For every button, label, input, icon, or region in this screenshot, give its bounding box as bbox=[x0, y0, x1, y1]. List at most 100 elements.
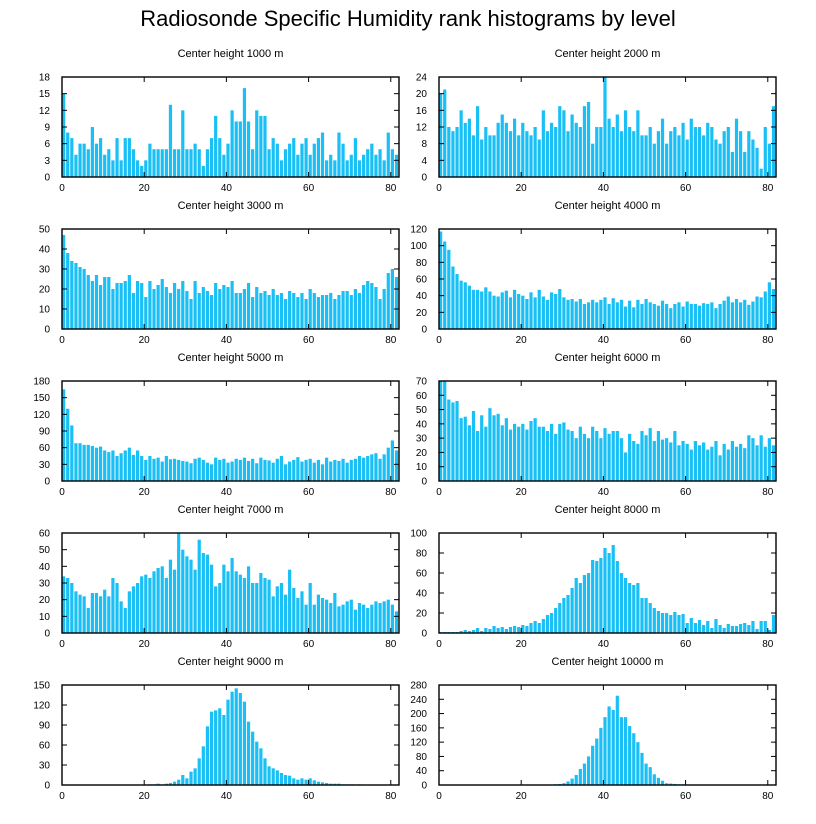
histogram-bar bbox=[386, 273, 390, 329]
histogram-bar bbox=[685, 139, 689, 177]
histogram-bar bbox=[238, 693, 242, 785]
y-tick-label: 0 bbox=[44, 325, 50, 336]
histogram-bar bbox=[484, 426, 488, 481]
histogram-bar bbox=[246, 121, 251, 177]
histogram-bar bbox=[349, 599, 353, 633]
histogram-bar bbox=[304, 779, 308, 785]
histogram-bar bbox=[492, 135, 496, 177]
x-tick-label: 0 bbox=[436, 639, 442, 650]
y-tick-label: 8 bbox=[421, 139, 427, 150]
histogram-bar bbox=[288, 569, 292, 633]
histogram-bar bbox=[677, 302, 681, 329]
histogram-bar bbox=[603, 428, 607, 481]
histogram-bar bbox=[714, 139, 718, 177]
histogram-bar bbox=[706, 621, 710, 633]
panel-title: Center height 1000 m bbox=[178, 48, 284, 60]
y-tick-label: 20 bbox=[416, 89, 428, 100]
histogram-bar bbox=[632, 733, 636, 785]
panel-title: Center height 2000 m bbox=[555, 48, 661, 60]
histogram-bar bbox=[214, 283, 218, 329]
x-tick-label: 40 bbox=[221, 487, 233, 498]
histogram-bar bbox=[164, 149, 168, 177]
y-tick-label: 15 bbox=[39, 89, 51, 100]
histogram-bar bbox=[607, 433, 611, 481]
histogram-bar bbox=[767, 143, 771, 177]
histogram-bar bbox=[451, 266, 455, 329]
histogram-bar bbox=[378, 149, 382, 177]
histogram-bar bbox=[702, 625, 706, 633]
histogram-bar bbox=[366, 456, 370, 481]
histogram-bar bbox=[439, 231, 443, 329]
histogram-bar bbox=[677, 135, 681, 177]
histogram-bar bbox=[156, 568, 160, 633]
histogram-bar bbox=[689, 618, 693, 633]
histogram-bar bbox=[615, 114, 619, 177]
histogram-bar bbox=[459, 631, 463, 633]
histogram-bar bbox=[226, 143, 230, 177]
histogram-bar bbox=[660, 780, 665, 785]
x-tick-label: 60 bbox=[303, 335, 315, 346]
histogram-bar bbox=[628, 300, 632, 329]
histogram-bar bbox=[329, 461, 333, 481]
x-tick-label: 40 bbox=[221, 791, 233, 802]
panel-title: Center height 10000 m bbox=[552, 656, 664, 668]
y-tick-label: 40 bbox=[416, 766, 428, 777]
histogram-bar bbox=[325, 599, 329, 633]
histogram-bar bbox=[349, 459, 353, 481]
histogram-bar bbox=[628, 127, 632, 177]
histogram-bar bbox=[279, 773, 284, 785]
histogram-bar bbox=[279, 456, 284, 481]
histogram-bar bbox=[467, 631, 471, 633]
histogram-bar bbox=[140, 576, 144, 633]
histogram-bar bbox=[111, 289, 115, 329]
y-tick-label: 24 bbox=[416, 73, 428, 84]
panel-frame bbox=[61, 684, 400, 786]
histogram-bar bbox=[644, 435, 648, 481]
x-tick-label: 0 bbox=[59, 335, 65, 346]
histogram-bar bbox=[201, 287, 205, 329]
histogram-bar bbox=[447, 127, 451, 177]
histogram-bar bbox=[619, 438, 624, 481]
y-tick-label: 50 bbox=[39, 545, 51, 556]
histogram-bar bbox=[267, 460, 271, 481]
y-tick-label: 40 bbox=[39, 562, 51, 573]
histogram-bar bbox=[160, 566, 164, 633]
histogram-bar bbox=[508, 131, 513, 177]
histogram-bar bbox=[739, 443, 743, 481]
histogram-bar bbox=[135, 281, 140, 329]
histogram-bar bbox=[652, 774, 656, 785]
histogram-bar bbox=[316, 594, 321, 633]
histogram-bar bbox=[566, 299, 570, 329]
histogram-bar bbox=[259, 115, 263, 177]
histogram-bar bbox=[480, 631, 484, 633]
y-tick-label: 30 bbox=[39, 761, 51, 772]
y-tick-label: 0 bbox=[44, 629, 50, 640]
histogram-bar bbox=[771, 289, 776, 329]
histogram-bar bbox=[554, 433, 558, 481]
histogram-bar bbox=[702, 303, 706, 329]
histogram-bar bbox=[345, 160, 349, 177]
histogram-bar bbox=[619, 717, 624, 785]
histogram-bar bbox=[586, 756, 591, 785]
histogram-bar bbox=[148, 143, 152, 177]
histogram-bar bbox=[185, 149, 189, 177]
histogram-bar bbox=[508, 297, 513, 329]
y-tick-label: 0 bbox=[421, 173, 427, 184]
histogram-bar bbox=[320, 132, 325, 177]
y-tick-label: 160 bbox=[410, 723, 427, 734]
histogram-bar bbox=[111, 160, 115, 177]
histogram-bar bbox=[152, 571, 156, 633]
histogram-bar bbox=[636, 583, 640, 633]
histogram-bar bbox=[673, 612, 677, 633]
histogram-bar bbox=[599, 127, 603, 177]
panel-title: Center height 7000 m bbox=[178, 504, 284, 516]
histogram-bar bbox=[296, 457, 300, 481]
histogram-bar bbox=[537, 623, 541, 633]
histogram-bar bbox=[308, 778, 312, 785]
histogram-bar bbox=[488, 629, 492, 633]
x-tick-label: 0 bbox=[59, 639, 65, 650]
histogram-bar bbox=[525, 131, 529, 177]
x-tick-label: 40 bbox=[221, 335, 233, 346]
histogram-bar bbox=[164, 456, 168, 481]
x-tick-label: 20 bbox=[516, 791, 528, 802]
